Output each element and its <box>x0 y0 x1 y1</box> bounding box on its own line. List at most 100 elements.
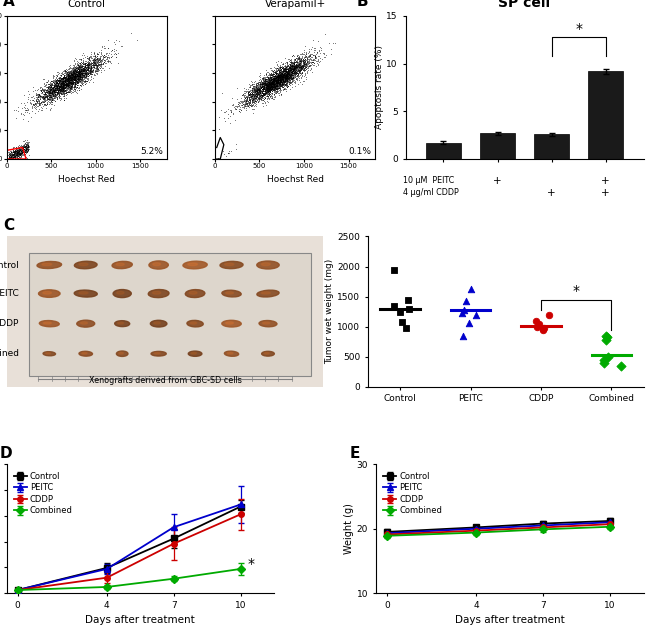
Point <box>64 72 75 82</box>
Point <box>235 102 245 112</box>
Point <box>274 73 284 83</box>
Point <box>285 75 295 85</box>
Point <box>285 66 295 76</box>
Point <box>57 80 68 90</box>
Point <box>298 47 309 57</box>
Point <box>75 68 85 78</box>
Point <box>303 65 313 75</box>
Point <box>274 78 285 88</box>
Point <box>46 91 57 102</box>
Point <box>287 66 297 76</box>
Point <box>56 78 66 88</box>
Point <box>269 68 280 78</box>
Point <box>265 76 275 86</box>
Point <box>16 148 26 158</box>
Point <box>266 78 277 88</box>
Point <box>84 60 94 70</box>
Point <box>259 83 270 93</box>
Point <box>68 79 78 89</box>
Point <box>58 81 68 91</box>
Point <box>60 88 71 98</box>
Point <box>76 74 86 84</box>
Point <box>12 150 22 160</box>
Point <box>66 84 77 94</box>
Point <box>286 69 296 80</box>
Point <box>268 85 279 95</box>
Point <box>263 78 273 88</box>
Point <box>272 80 282 90</box>
Point <box>223 104 233 114</box>
Point <box>72 58 82 68</box>
Point <box>69 73 79 83</box>
Point <box>274 71 285 81</box>
Point <box>69 73 79 83</box>
Point <box>261 89 272 99</box>
Point <box>33 95 44 105</box>
Point <box>248 83 259 93</box>
Point <box>52 87 62 97</box>
Point <box>285 63 295 73</box>
Point <box>88 57 99 67</box>
Point <box>55 83 65 93</box>
Point <box>49 77 60 87</box>
Point <box>21 141 31 151</box>
Point <box>280 71 290 81</box>
Point <box>88 59 99 69</box>
Point <box>10 150 21 160</box>
Point <box>57 77 67 87</box>
Ellipse shape <box>187 321 203 327</box>
Point <box>282 71 293 81</box>
Point <box>266 78 276 88</box>
Point <box>272 72 283 82</box>
Point <box>242 96 252 106</box>
Point <box>109 44 119 54</box>
Text: +: + <box>547 187 556 198</box>
Point <box>102 49 112 59</box>
Point <box>45 83 55 93</box>
Point <box>282 70 293 80</box>
Point <box>267 73 278 83</box>
Point <box>266 81 276 91</box>
Point <box>63 78 73 88</box>
Point <box>47 81 57 91</box>
Point <box>257 84 268 94</box>
Point <box>252 93 263 103</box>
Point <box>290 62 300 73</box>
Point <box>46 76 57 86</box>
Point <box>47 87 58 97</box>
Point <box>283 66 294 76</box>
Point <box>6 154 16 164</box>
Point <box>69 75 79 85</box>
Point <box>245 86 255 96</box>
Point <box>51 72 61 82</box>
Point <box>23 105 34 115</box>
Point <box>65 81 75 91</box>
Point <box>276 73 287 83</box>
Point <box>270 76 281 86</box>
Point <box>62 81 73 91</box>
Point <box>55 83 66 93</box>
Point <box>272 72 283 82</box>
Point <box>67 69 77 79</box>
Point <box>90 62 101 73</box>
Point <box>75 75 85 85</box>
Point <box>274 69 285 79</box>
Point <box>292 58 303 68</box>
Point <box>53 81 63 91</box>
Point <box>77 68 87 78</box>
Point <box>45 80 55 90</box>
Point <box>288 61 298 71</box>
Point <box>261 80 271 90</box>
Point <box>240 103 251 114</box>
Point <box>75 70 85 80</box>
Point <box>55 81 65 91</box>
Point <box>60 73 70 83</box>
Point <box>55 80 66 90</box>
Point <box>276 66 286 76</box>
Point <box>295 61 306 71</box>
Point <box>40 91 50 102</box>
Point <box>268 66 278 76</box>
Point <box>275 71 285 81</box>
Point <box>273 71 283 81</box>
Point <box>64 71 75 81</box>
